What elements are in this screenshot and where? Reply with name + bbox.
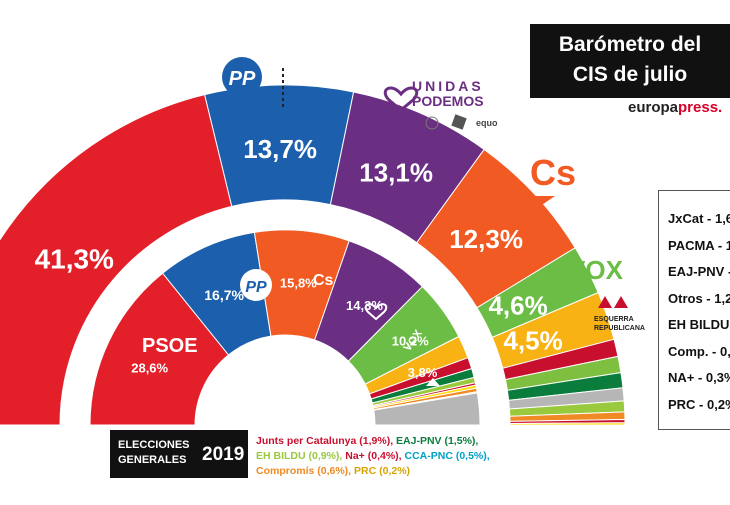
election-label-line-2: GENERALES xyxy=(118,454,187,466)
unidas-logo-line-1: UNIDAS xyxy=(412,78,484,94)
inner-label-unidas-podemos: 14,3% xyxy=(346,298,383,313)
inner-label-psoe: 28,6% xyxy=(131,360,168,375)
note-item: PRC (0,2%) xyxy=(351,465,411,477)
inner-label-erc: 3,8% xyxy=(408,365,438,380)
election-label: ELECCIONES GENERALES xyxy=(118,438,190,468)
vox-logo-text: VOX xyxy=(568,255,624,285)
outer-label-cs: 12,3% xyxy=(449,224,523,254)
heart-icon xyxy=(383,86,419,112)
note-item: Compromís (0,6%), xyxy=(256,465,352,477)
small-parties-notes: Junts per Catalunya (1,9%), EAJ-PNV (1,5… xyxy=(256,434,490,479)
others-item: PACMA - 1,5 xyxy=(668,237,730,253)
others-item: Comp. - 0,7 xyxy=(668,343,730,359)
erc-logo-line-2: REPUBLICANA xyxy=(594,325,645,332)
erc-logo-line-1: ESQUERRA xyxy=(594,316,634,323)
note-item: EAJ-PNV (1,5%), xyxy=(393,435,479,447)
others-item: PRC - 0,2% xyxy=(668,396,730,412)
note-item: CCA-PNC (0,5%), xyxy=(401,450,490,462)
election-year: 2019 xyxy=(202,444,245,465)
outer-label-unidas-podemos: 13,1% xyxy=(359,157,433,187)
equo-logo-text: equo xyxy=(476,118,498,128)
europapress-brand: europapress. xyxy=(628,99,722,116)
notes-line: EH BILDU (0,9%), Na+ (0,4%), CCA-PNC (0,… xyxy=(256,449,490,464)
pp-logo-circle xyxy=(222,57,262,97)
cs-logo-triangle xyxy=(530,196,555,213)
note-item: Na+ (0,4%), xyxy=(342,450,402,462)
erc-logo-shape xyxy=(598,296,612,308)
inner-arc-otros xyxy=(373,392,481,426)
title-line-2: CIS de julio xyxy=(572,63,688,86)
others-item: JxCat - 1,6 xyxy=(668,211,730,226)
inner-cs-logo-text: Cs xyxy=(313,272,334,289)
chart-title-box: Barómetro del CIS de julio xyxy=(530,24,730,98)
election-label-box: ELECCIONES GENERALES 2019 xyxy=(110,430,248,478)
note-item: EH BILDU (0,9%), xyxy=(256,450,343,462)
outer-label-pp: 13,7% xyxy=(243,134,317,164)
others-item: EH BILDU - 1,0 xyxy=(668,317,730,332)
inner-erc-logo-shape xyxy=(426,378,440,386)
pp-logo-text: PP xyxy=(229,68,256,90)
erc-logo-shape-2 xyxy=(614,296,628,308)
brand-part-2: press. xyxy=(678,99,723,116)
others-item: NA+ - 0,3% xyxy=(668,370,730,385)
psoe-logo-text: SOE xyxy=(0,144,46,169)
notes-line: Compromís (0,6%), PRC (0,2%) xyxy=(256,464,490,479)
inner-pp-logo-text: PP xyxy=(245,279,267,296)
ring-gap xyxy=(60,200,510,425)
unidas-logo-line-2: PODEMOS xyxy=(412,93,484,109)
inner-psoe-logo-text: PSOE xyxy=(142,335,198,357)
inner-label-vox: 10,2% xyxy=(392,334,429,349)
outer-label-psoe: 41,3% xyxy=(35,243,114,274)
title-line-1: Barómetro del xyxy=(558,33,702,56)
inner-heart-icon xyxy=(364,303,388,321)
outer-label-vox: 4,6% xyxy=(488,290,547,320)
inner-pp-logo-circle xyxy=(240,269,272,301)
election-label-line-1: ELECCIONES xyxy=(118,439,190,451)
outer-label-erc: 4,5% xyxy=(503,326,562,356)
inner-label-cs: 15,8% xyxy=(280,276,317,291)
inner-label-pp: 16,7% xyxy=(204,287,244,303)
note-item: Junts per Catalunya (1,9%), xyxy=(256,435,394,447)
notes-line: Junts per Catalunya (1,9%), EAJ-PNV (1,5… xyxy=(256,434,490,449)
brand-part-1: europa xyxy=(628,99,679,116)
cs-logo-text: Cs xyxy=(530,152,576,193)
outer-arc-prc xyxy=(509,422,626,426)
circle-icon xyxy=(425,116,439,130)
others-bracket xyxy=(658,190,730,430)
others-item: Otros - 1,2 xyxy=(668,290,730,306)
flag-icon xyxy=(451,114,467,130)
others-item: EAJ-PNV - 1,4 xyxy=(668,264,730,279)
